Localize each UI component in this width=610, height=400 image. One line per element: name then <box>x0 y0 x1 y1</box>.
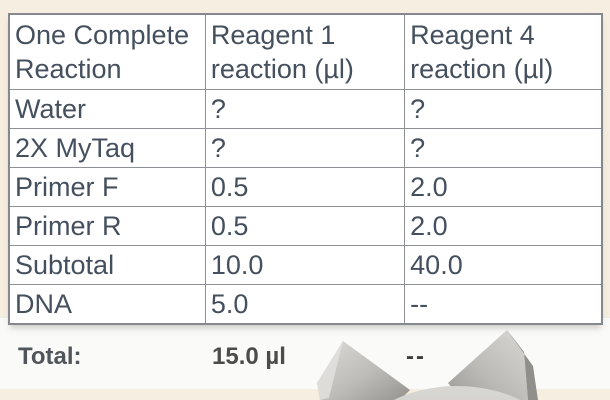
table-row-primer-r: Primer R 0.5 2.0 <box>8 206 603 246</box>
table-row-subtotal: Subtotal 10.0 40.0 <box>8 245 603 285</box>
reagent1-value: 0.5 <box>204 167 406 207</box>
reagent4-value: -- <box>404 284 603 325</box>
reagent1-value: 0.5 <box>204 206 406 246</box>
row-label: Subtotal <box>8 245 206 285</box>
row-label: Water <box>8 89 206 129</box>
reagent4-value: 40.0 <box>404 245 603 285</box>
reagent1-value: 5.0 <box>204 284 406 325</box>
reagent1-value: 10.0 <box>204 245 406 285</box>
table-row-dna: DNA 5.0 -- <box>8 284 603 325</box>
reagent1-value: ? <box>204 128 406 168</box>
row-label: Primer R <box>8 206 206 246</box>
reagent4-value: ? <box>404 128 603 168</box>
table-row-water: Water ? ? <box>8 89 603 129</box>
header-reagent4: Reagent 4 reaction (µl) <box>404 13 603 90</box>
table-row-primer-f: Primer F 0.5 2.0 <box>8 167 603 207</box>
header-reagent1: Reagent 1 reaction (µl) <box>204 13 406 90</box>
total-label: Total: <box>18 343 82 370</box>
reagent-table: One Complete Reaction Reagent 1 reaction… <box>8 13 603 325</box>
microtube-cap-3d-illustration-icon <box>317 330 538 400</box>
reagent4-value: ? <box>404 89 603 129</box>
row-label: 2X MyTaq <box>8 128 206 168</box>
total-reagent1-value: 15.0 µl <box>212 343 286 370</box>
row-label: DNA <box>8 284 206 325</box>
table-row-mytaq: 2X MyTaq ? ? <box>8 128 603 168</box>
header-reaction-component: One Complete Reaction <box>8 13 206 90</box>
reagent4-value: 2.0 <box>404 167 603 207</box>
row-label: Primer F <box>8 167 206 207</box>
table-header-row: One Complete Reaction Reagent 1 reaction… <box>8 13 603 90</box>
reagent1-value: ? <box>204 89 406 129</box>
total-reagent4-value: -- <box>406 343 426 370</box>
reagent4-value: 2.0 <box>404 206 603 246</box>
